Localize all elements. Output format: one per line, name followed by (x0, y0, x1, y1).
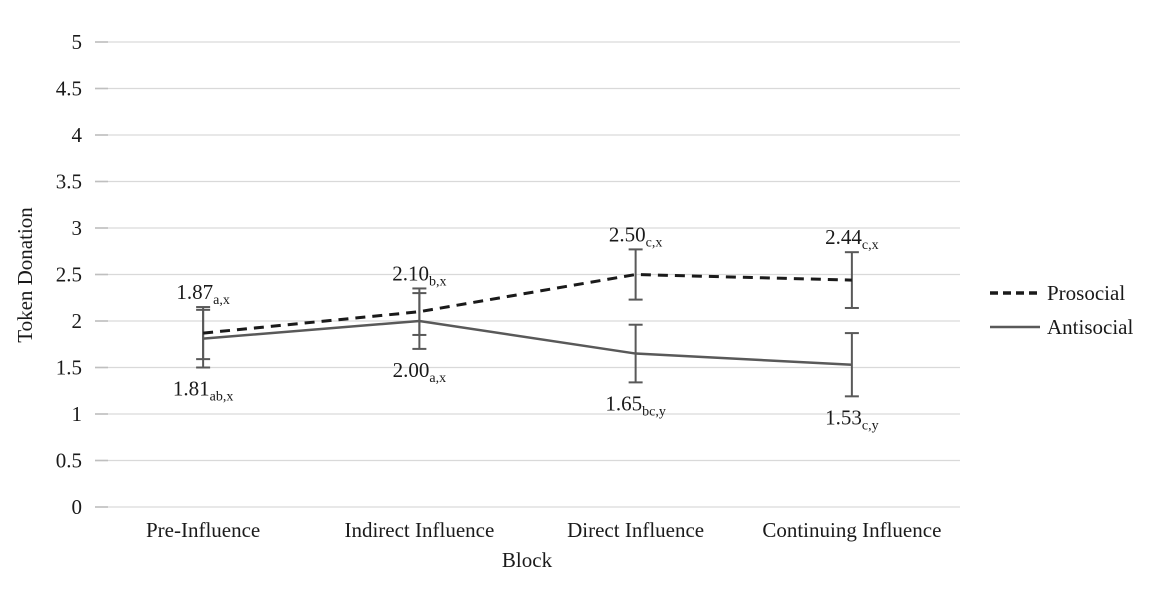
antisocial-data-label: 1.81ab,x (173, 377, 233, 405)
x-tick-label: Continuing Influence (762, 518, 941, 542)
prosocial-data-label: 2.44c,x (825, 225, 878, 253)
y-tick-label: 4.5 (56, 77, 82, 101)
gridlines (95, 41, 960, 508)
x-tick-label: Indirect Influence (344, 518, 494, 542)
x-axis-title: Block (502, 548, 553, 572)
y-tick-label: 3.5 (56, 170, 82, 194)
y-axis-tick-labels: 0 0.5 1 1.5 2 2.5 3 3.5 4 4.5 5 (56, 30, 83, 519)
y-tick-label: 5 (72, 30, 83, 54)
y-tick-label: 1 (72, 402, 83, 426)
x-axis-tick-labels: Pre-Influence Indirect Influence Direct In… (146, 518, 941, 542)
error-bars (196, 248, 859, 398)
legend-item-antisocial: Antisocial (990, 315, 1133, 339)
antisocial-data-label: 1.65bc,y (605, 391, 665, 419)
y-tick-label: 2 (72, 309, 83, 333)
y-tick-label: 2.5 (56, 263, 82, 287)
prosocial-data-label: 2.50c,x (609, 222, 662, 250)
legend: Prosocial Antisocial (990, 281, 1133, 339)
antisocial-data-label: 1.53c,y (825, 405, 878, 433)
series-line-prosocial (202, 272, 852, 335)
y-axis-title: Token Donation (13, 207, 37, 343)
x-tick-label: Direct Influence (567, 518, 704, 542)
y-tick-label: 0.5 (56, 449, 82, 473)
legend-label: Prosocial (1047, 281, 1125, 305)
legend-label: Antisocial (1047, 315, 1133, 339)
y-tick-label: 4 (72, 123, 83, 147)
prosocial-data-label: 2.10b,x (392, 261, 446, 289)
series-line-antisocial (203, 319, 852, 366)
series-lines (202, 272, 852, 366)
y-tick-label: 0 (72, 495, 83, 519)
x-tick-label: Pre-Influence (146, 518, 260, 542)
antisocial-data-label: 2.00a,x (393, 358, 446, 386)
y-tick-label: 3 (72, 216, 83, 240)
prosocial-data-label: 1.87a,x (176, 280, 229, 308)
data-labels: 1.87a,x 2.10b,x 2.50c,x 2.44c,x 1.81ab,x 2.00… (173, 222, 879, 433)
legend-item-prosocial: Prosocial (990, 281, 1125, 305)
y-tick-label: 1.5 (56, 356, 82, 380)
